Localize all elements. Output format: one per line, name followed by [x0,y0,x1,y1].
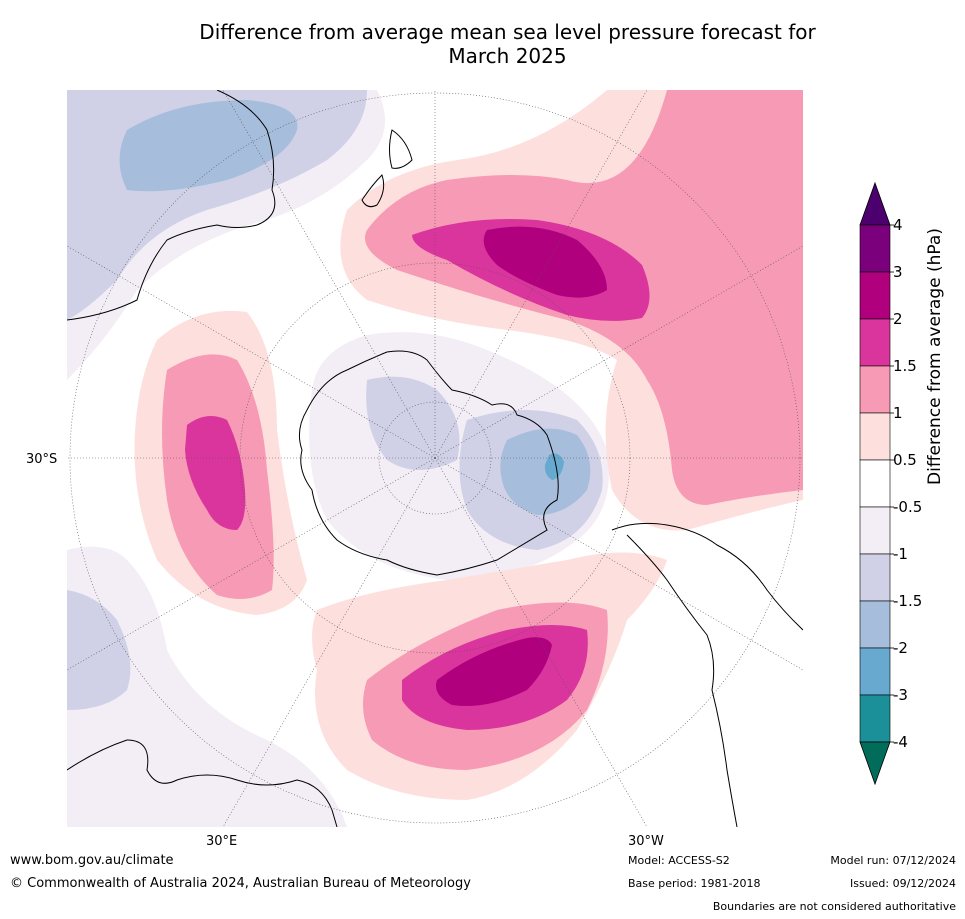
lon-label-30e: 30°E [206,834,238,849]
colorbar-swatch [859,271,891,320]
colorbar-tick-label: 4 [893,216,903,234]
anomaly-region-pos2-south-pacific [483,226,607,298]
anomaly-region-neg15-weddell [500,428,591,515]
colorbar-swatch [859,459,891,508]
colorbar-title: Difference from average (hPa) [925,228,945,485]
new-zealand-coastline [361,129,413,208]
footer-model: Model: ACCESS-S2 [628,854,730,867]
colorbar-extend-bottom [859,741,891,786]
colorbar-swatch [859,694,891,743]
footer-base-period: Base period: 1981-2018 [628,877,761,890]
anomaly-region-neg05-sw [67,546,347,827]
australia-coastline [67,90,276,321]
colorbar-extend-top [859,181,891,226]
colorbar-tick-label: -1 [893,545,908,563]
title-line-2: March 2025 [448,44,567,68]
south-america-coastline [611,522,803,631]
colorbar-swatch [859,224,891,273]
colorbar-swatch [859,318,891,367]
lon-label-30w: 30°W [628,834,664,849]
colorbar-tick-label: 0.5 [893,451,917,469]
colorbar-swatch [859,506,891,555]
colorbar-tick-label: -4 [893,733,908,751]
footer-website: www.bom.gov.au/climate [10,853,174,868]
anomaly-region-neg2 [544,453,564,480]
colorbar-tick-label: 3 [893,263,903,281]
colorbar-swatch [859,647,891,696]
graticule-meridian-7 [434,457,648,827]
colorbar-tick-label: -0.5 [893,498,922,516]
graticule-circle-outer [69,92,801,824]
antarctica-coastline [298,350,559,576]
colorbar-tick-label: -1.5 [893,592,922,610]
colorbar-swatch [859,365,891,414]
lat-label-30s: 30°S [26,452,58,467]
anomaly-region-neg1-east-antarctica [366,376,460,470]
footer-copyright: © Commonwealth of Australia 2024, Austra… [10,876,471,891]
map-title: Difference from average mean sea level p… [0,20,965,68]
pressure-anomaly-map [67,90,803,827]
colorbar-tick-label: -2 [893,639,908,657]
colorbar-tick-label: 2 [893,310,903,328]
graticule-circle-inner [378,401,492,515]
colorbar-tick-label: 1.5 [893,357,917,375]
colorbar-tick-label: -3 [893,686,908,704]
footer-issued: Issued: 09/12/2024 [849,877,956,890]
south-america-coastline-2 [626,534,738,827]
anomaly-region-neg1-sw [67,590,131,710]
colorbar-swatch [859,600,891,649]
footer-disclaimer: Boundaries are not considered authoritat… [712,900,956,913]
colorbar-tick-label: 1 [893,404,903,422]
anomaly-region-neg15-indian [119,100,298,192]
footer-model-run: Model run: 07/12/2024 [830,854,956,867]
colorbar-swatch [859,553,891,602]
graticule-meridian-6 [222,457,436,827]
anomaly-region-pos15-west [185,416,246,530]
title-line-1: Difference from average mean sea level p… [199,20,816,44]
anomaly-region-pos2-south-atlantic [436,637,552,706]
africa-coastline [67,739,338,827]
colorbar-swatch [859,412,891,461]
colorbar: 4 3 2 1.5 1 0.5 -0.5 -1 -1.5 -2 -3 -4 [859,181,922,786]
